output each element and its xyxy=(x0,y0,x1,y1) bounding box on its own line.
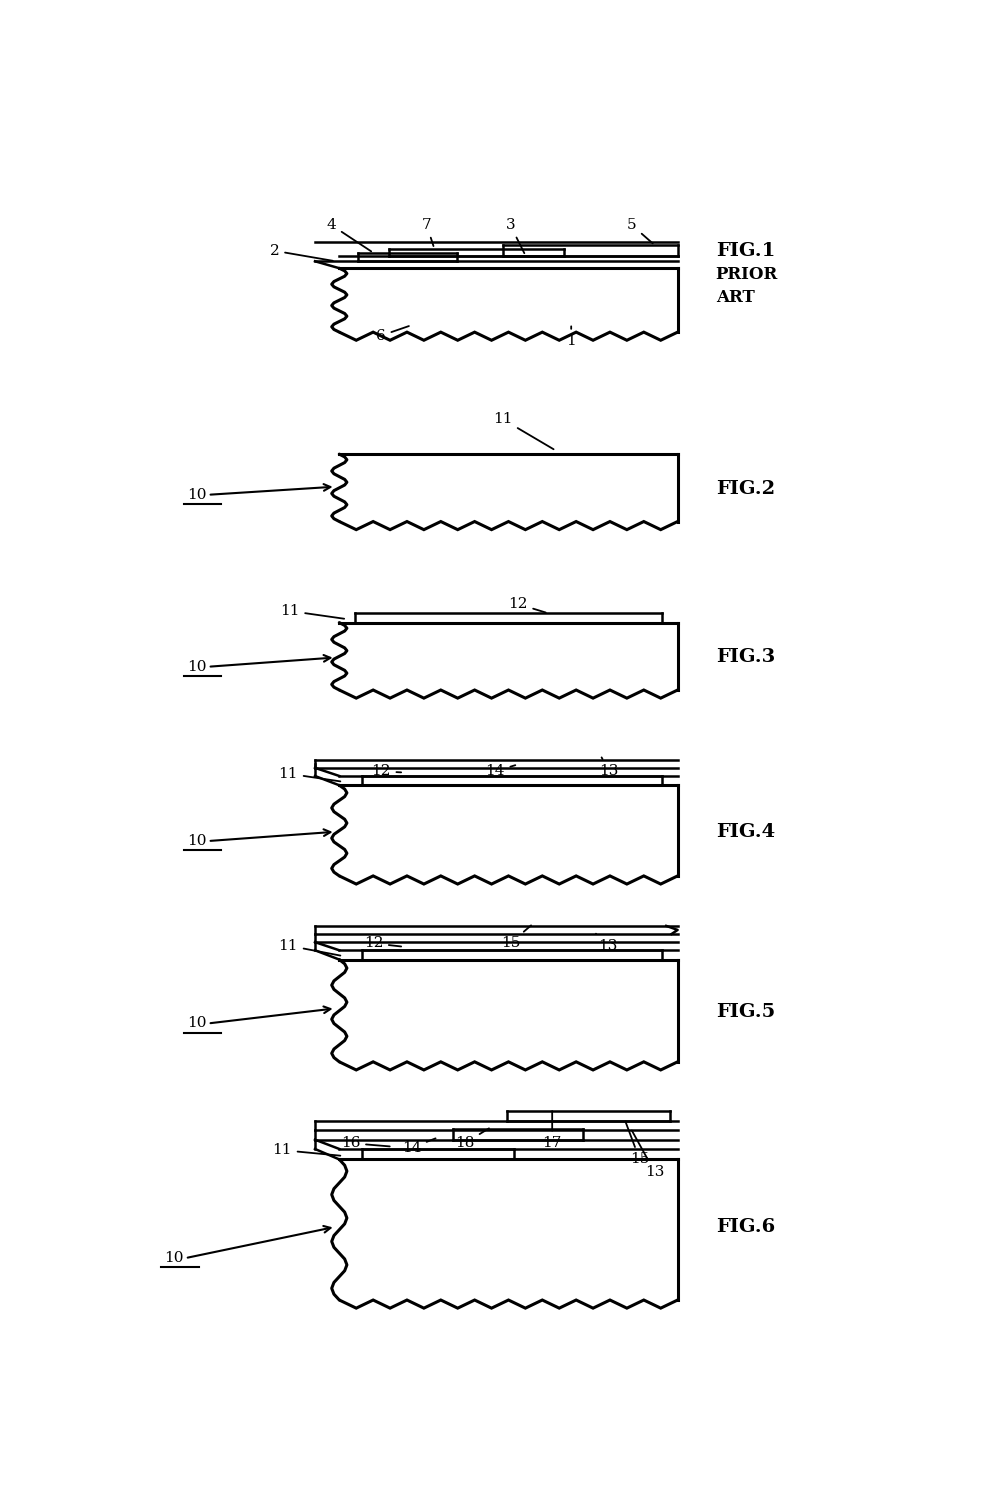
Text: 15: 15 xyxy=(500,925,531,951)
Text: 7: 7 xyxy=(422,219,434,246)
Text: 11: 11 xyxy=(493,412,553,450)
Text: 11: 11 xyxy=(279,767,340,782)
Text: 17: 17 xyxy=(542,1111,562,1150)
Text: 11: 11 xyxy=(279,939,340,955)
Text: 15: 15 xyxy=(625,1121,649,1166)
Text: 14: 14 xyxy=(486,765,515,779)
Text: 11: 11 xyxy=(281,604,344,619)
Text: 10: 10 xyxy=(165,1251,184,1265)
Text: FIG.4: FIG.4 xyxy=(716,822,775,841)
Text: 13: 13 xyxy=(632,1130,664,1179)
Text: 6: 6 xyxy=(377,326,409,343)
Text: 13: 13 xyxy=(595,934,617,952)
Text: 10: 10 xyxy=(187,1017,207,1031)
Text: FIG.2: FIG.2 xyxy=(716,480,775,498)
Text: 10: 10 xyxy=(187,487,207,502)
Text: 12: 12 xyxy=(372,765,401,779)
Text: 11: 11 xyxy=(273,1144,340,1157)
Text: 13: 13 xyxy=(599,758,619,779)
Text: 10: 10 xyxy=(187,659,207,673)
Text: FIG.3: FIG.3 xyxy=(716,649,775,667)
Text: 16: 16 xyxy=(341,1136,389,1150)
Text: ART: ART xyxy=(716,288,754,306)
Text: 2: 2 xyxy=(270,244,333,261)
Text: 4: 4 xyxy=(327,219,371,252)
Text: 12: 12 xyxy=(364,936,401,951)
Text: PRIOR: PRIOR xyxy=(716,266,778,282)
Text: 12: 12 xyxy=(508,598,545,613)
Text: FIG.5: FIG.5 xyxy=(716,1003,775,1022)
Text: 10: 10 xyxy=(187,834,207,848)
Text: 14: 14 xyxy=(402,1138,436,1154)
Text: 5: 5 xyxy=(627,219,652,243)
Text: 1: 1 xyxy=(566,326,576,349)
Text: FIG.6: FIG.6 xyxy=(716,1218,775,1236)
Text: 18: 18 xyxy=(455,1129,489,1150)
Text: 3: 3 xyxy=(505,219,524,254)
Text: FIG.1: FIG.1 xyxy=(716,241,775,260)
